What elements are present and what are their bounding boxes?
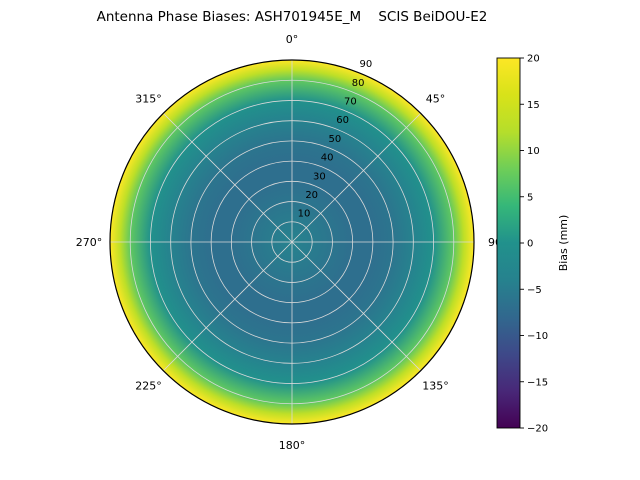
angular-tick-label: 135°	[422, 379, 449, 392]
radial-tick-label: 30	[313, 171, 326, 182]
radial-tick-label: 90	[359, 59, 372, 70]
angular-gridline	[291, 113, 421, 243]
colorbar-tick-label: 5	[527, 192, 533, 203]
radial-tick-label: 70	[344, 97, 357, 108]
angular-tick-label: 225°	[135, 379, 162, 392]
colorbar: 20 15 10 5 0 −5 −10 −15 −20 Bias (mm)	[496, 54, 570, 435]
radial-tick-label: 80	[352, 78, 365, 89]
chart-title: Antenna Phase Biases: ASH701945E_M SCIS …	[96, 9, 488, 25]
angular-tick-label: 270°	[76, 236, 103, 249]
radial-tick-label: 20	[305, 190, 318, 201]
colorbar-tick-label: 10	[527, 146, 540, 157]
colorbar-tick-label: −15	[527, 377, 548, 388]
colorbar-tick-label: 15	[527, 100, 540, 111]
angular-tick-label: 180°	[279, 439, 306, 452]
angular-tick-label: 0°	[286, 33, 299, 46]
radial-tick-label: 10	[298, 209, 311, 220]
angular-gridline	[163, 113, 293, 243]
radial-tick-labels: 10 20 30 40 50 60 70 80 90	[298, 59, 373, 219]
radial-tick-label: 40	[321, 153, 334, 164]
angular-gridline	[291, 241, 421, 371]
radial-tick-label: 50	[329, 134, 342, 145]
colorbar-tick-label: −5	[527, 285, 542, 296]
angular-tick-label: 45°	[426, 92, 446, 105]
colorbar-tick-label: −20	[527, 424, 548, 435]
colorbar-tick-label: 20	[527, 54, 540, 65]
radial-tick-label: 60	[336, 115, 349, 126]
colorbar-gradient	[496, 57, 521, 429]
colorbar-tick-label: −10	[527, 331, 548, 342]
colorbar-tick-label: 0	[527, 239, 533, 250]
polar-grid	[109, 59, 475, 425]
colorbar-axis-label: Bias (mm)	[557, 215, 570, 272]
angular-gridline	[163, 241, 293, 371]
angular-tick-label: 315°	[135, 92, 162, 105]
polar-axes-spine	[109, 59, 475, 425]
